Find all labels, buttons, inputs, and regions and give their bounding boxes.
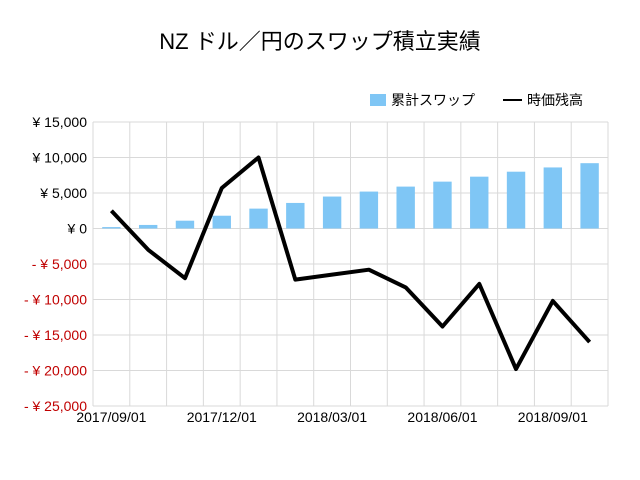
bar	[396, 186, 415, 229]
legend: 累計スワップ 時価残高	[370, 92, 583, 108]
bar	[175, 220, 195, 229]
y-tick-label: ¥ 0	[67, 221, 88, 237]
y-tick-label: - ¥ 10,000	[24, 292, 87, 308]
x-tick-label: 2017/09/01	[76, 409, 146, 425]
bar	[433, 181, 452, 229]
y-tick-label: - ¥ 15,000	[24, 327, 87, 343]
bar	[322, 196, 342, 229]
x-tick-label: 2018/03/01	[297, 409, 367, 425]
legend-line-label: 時価残高	[527, 92, 583, 108]
y-tick-label: ¥ 10,000	[32, 150, 88, 166]
bar	[470, 176, 489, 229]
y-tick-label: - ¥ 20,000	[24, 363, 87, 379]
y-tick-label: ¥ 5,000	[39, 185, 87, 201]
chart-title: NZ ドル／円のスワップ積立実績	[159, 29, 481, 54]
bar	[580, 163, 599, 229]
bar	[249, 208, 268, 229]
x-tick-label: 2018/09/01	[518, 409, 588, 425]
bar	[212, 215, 231, 229]
bar	[138, 224, 158, 229]
bar	[102, 227, 121, 229]
series-line	[109, 155, 592, 372]
legend-bar-label: 累計スワップ	[391, 92, 475, 108]
y-tick-label: ¥ 15,000	[32, 114, 88, 130]
bar	[359, 191, 379, 229]
bar	[286, 202, 305, 229]
x-tick-label: 2018/06/01	[407, 409, 477, 425]
x-tick-label: 2017/12/01	[187, 409, 257, 425]
y-tick-label: - ¥ 5,000	[32, 256, 87, 272]
bar	[506, 171, 526, 229]
legend-bar-swatch	[370, 94, 386, 106]
bar	[543, 167, 563, 229]
y-tick-label: - ¥ 25,000	[24, 398, 87, 414]
